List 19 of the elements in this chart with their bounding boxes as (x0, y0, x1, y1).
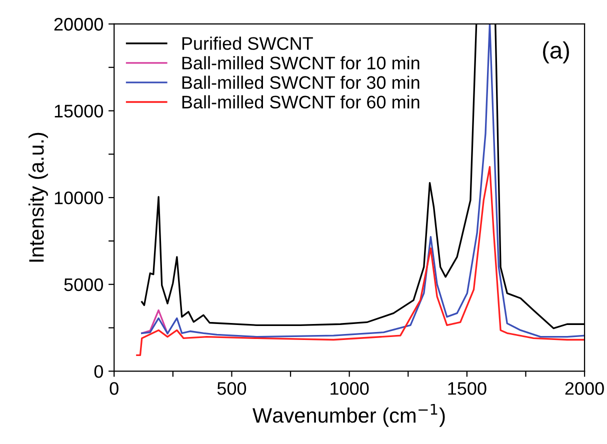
x-tick-label: 1500 (448, 382, 486, 395)
y-tick-label: 5000 (64, 278, 103, 292)
x-tick-label: 500 (217, 382, 246, 395)
line-series (136, 166, 585, 356)
x-tick-label: 1000 (330, 382, 369, 395)
x-tick-label: 2000 (565, 382, 604, 395)
legend-label: Ball-milled SWCNT for 60 min (182, 95, 420, 108)
y-tick-label: 15000 (54, 104, 103, 118)
y-axis-title: Intensity (a.u.) (28, 132, 48, 262)
legend-label: Ball-milled SWCNT for 30 min (182, 76, 420, 89)
annotation: (a) (543, 41, 569, 64)
legend-label: Ball-milled SWCNT for 10 min (182, 56, 420, 70)
x-tick-label: 0 (110, 382, 118, 395)
y-tick-label: 10000 (54, 192, 103, 204)
y-tick-label: 20000 (54, 18, 103, 31)
x-axis-title: Wavenumber (cm$^{−1}$) (252, 404, 445, 427)
y-tick-label: 0 (94, 365, 103, 378)
legend-label: Purified SWCNT (182, 36, 313, 50)
line-series (141, 309, 168, 334)
